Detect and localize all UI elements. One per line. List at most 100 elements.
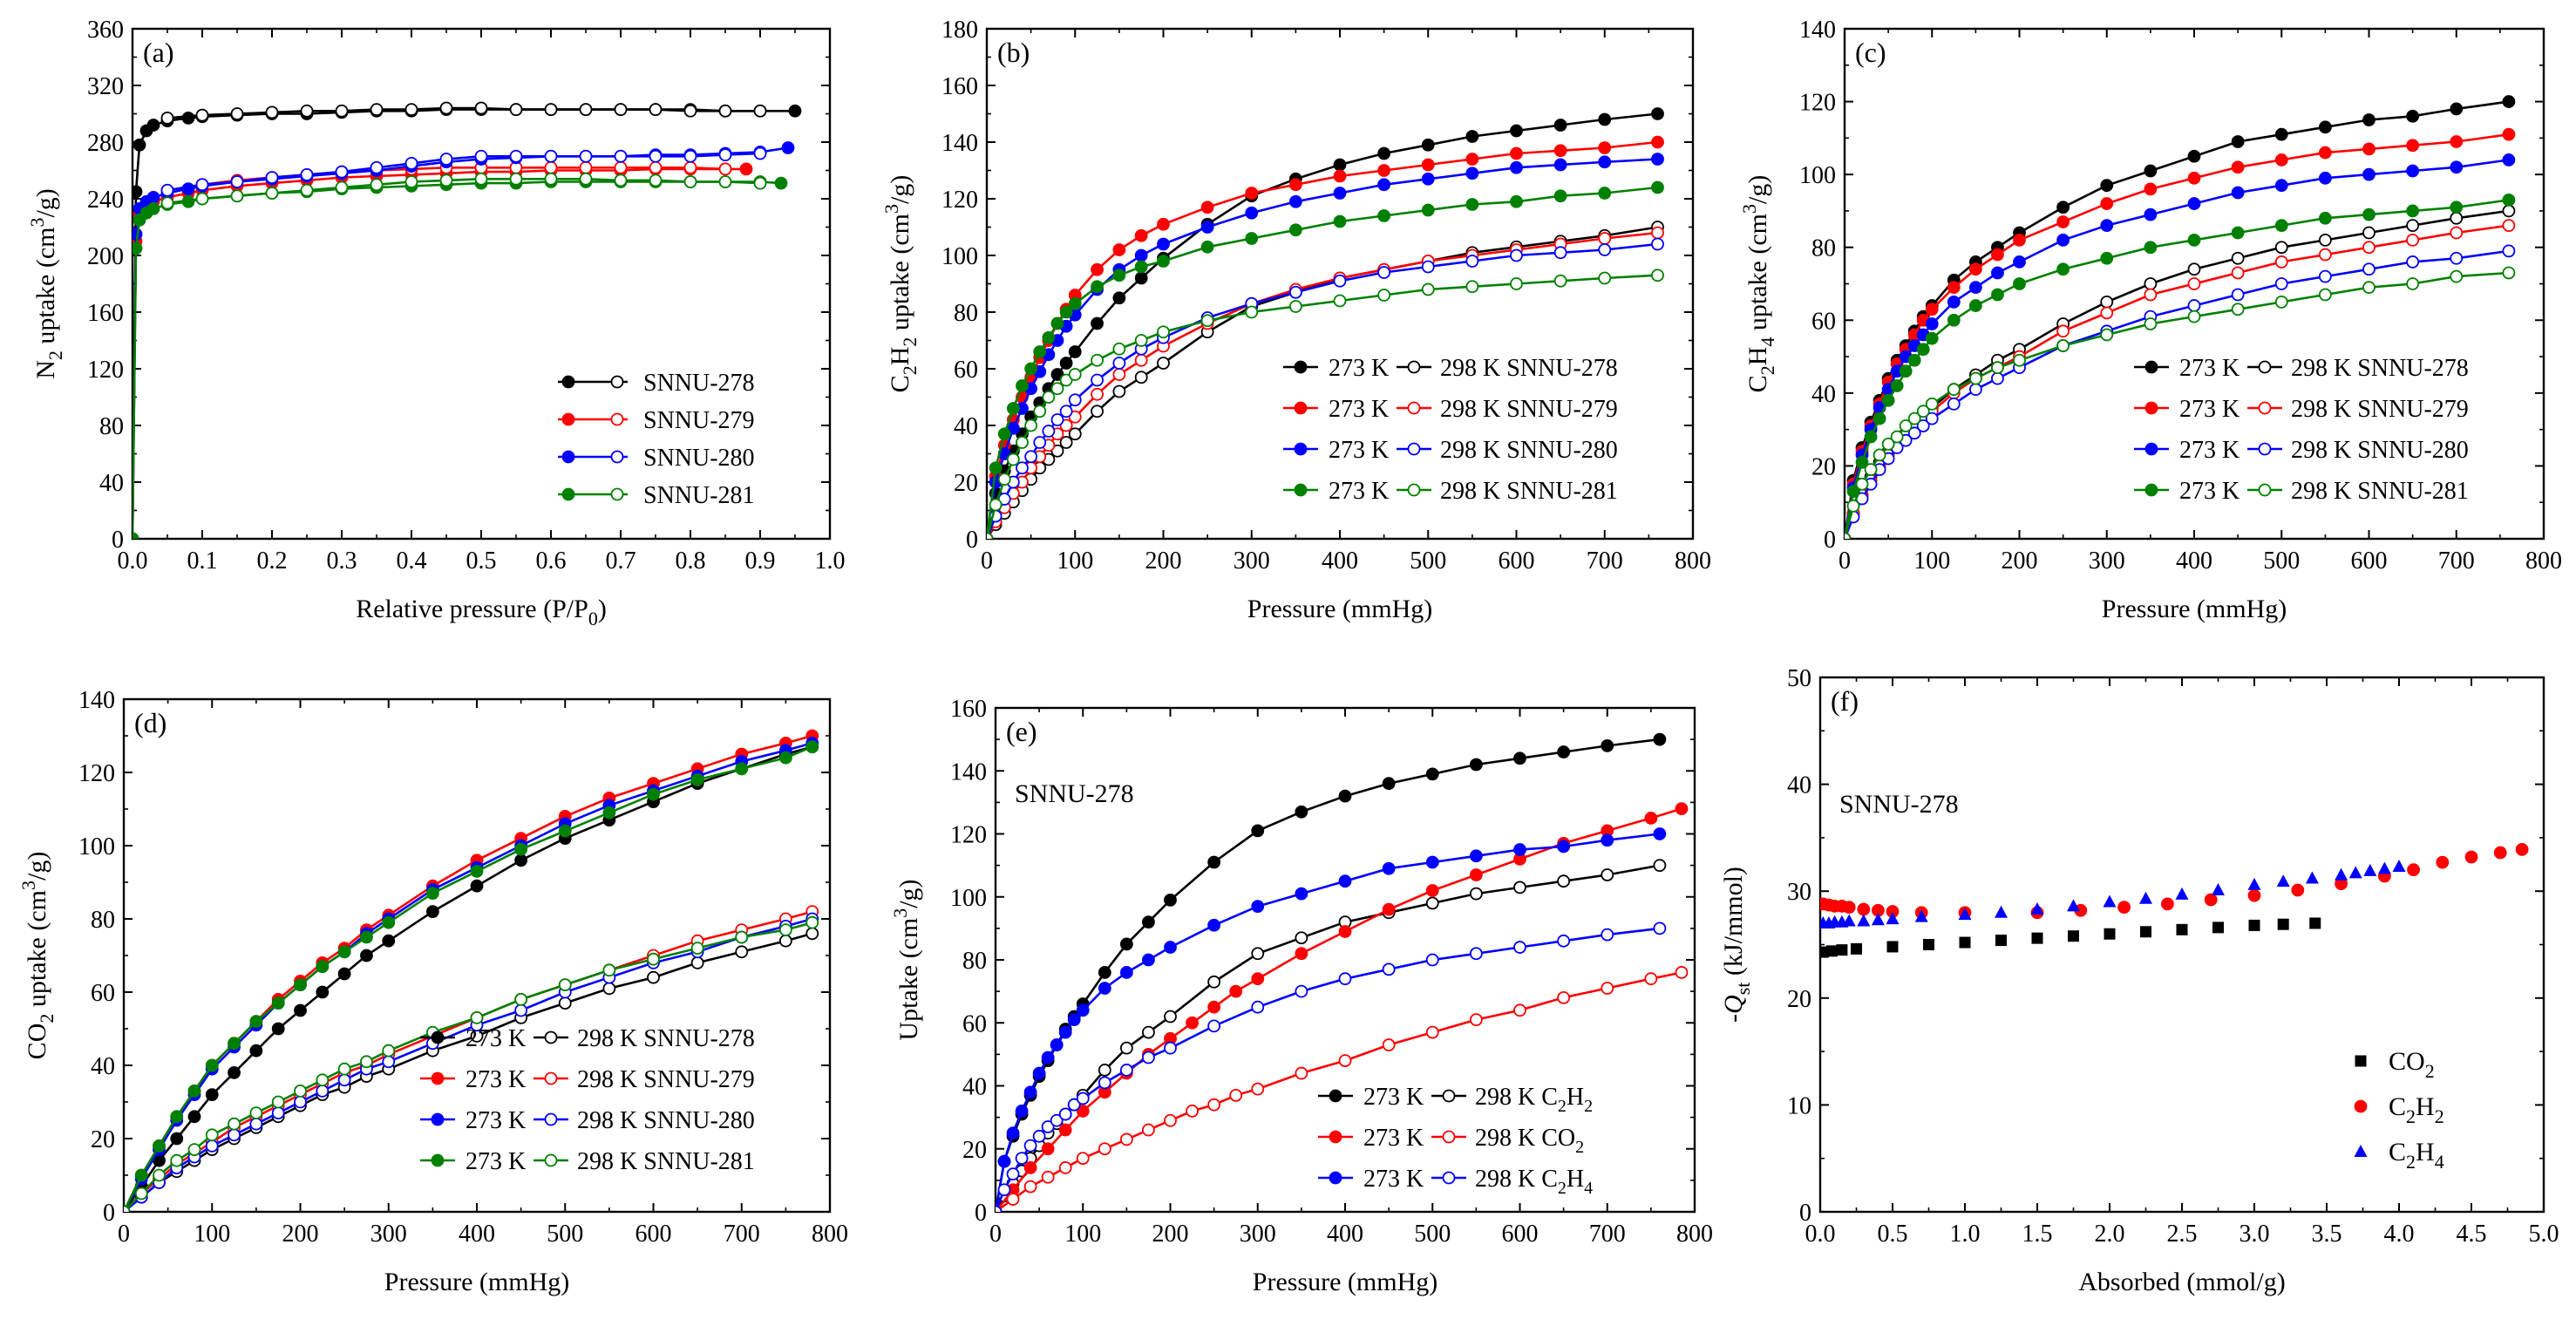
legend-marker-273K — [1294, 360, 1308, 374]
data-point-273K — [1465, 130, 1479, 143]
data-point-adsorption — [146, 119, 160, 132]
data-layer — [1820, 842, 2529, 958]
data-point-298K — [2318, 248, 2332, 262]
data-point-298K — [1186, 1105, 1199, 1118]
x-tick-label: 4.0 — [2384, 1221, 2415, 1248]
data-point-298K — [2144, 317, 2158, 330]
x-tick-label: 200 — [282, 1221, 319, 1248]
data-point-273K — [2231, 226, 2245, 240]
data-point-298K — [1207, 1019, 1221, 1033]
data-point-273K — [1425, 767, 1439, 781]
data-point-298K — [337, 1062, 351, 1076]
data-point-298K — [1050, 382, 1064, 396]
data-point-298K — [228, 1117, 241, 1131]
data-point-qst — [2248, 919, 2260, 931]
x-tick-label: 1.0 — [815, 547, 846, 575]
y-axis-label: Uptake (cm3​/g) — [889, 879, 923, 1040]
data-point-desorption — [718, 175, 732, 188]
x-tick-label: 400 — [1327, 1221, 1363, 1248]
data-point-273K — [1041, 1142, 1055, 1156]
sample-annotation: SNNU-278 — [1015, 779, 1134, 808]
data-point-desorption — [718, 104, 732, 118]
data-point-298K — [1651, 269, 1664, 282]
data-point-273K — [1873, 411, 1886, 425]
y-tick-label: 0 — [1824, 527, 1836, 554]
data-point-273K — [1553, 144, 1567, 158]
legend-marker-298K — [2258, 442, 2272, 456]
data-point-298K — [1024, 418, 1038, 432]
data-point-298K — [2187, 309, 2201, 323]
data-point-298K — [1024, 450, 1038, 464]
y-tick-label: 240 — [87, 187, 124, 214]
legend-marker-298K — [1407, 483, 1421, 497]
y-tick-label: 40 — [91, 1053, 115, 1080]
x-tick-label: 100 — [1064, 1221, 1101, 1248]
legend-marker-298K — [2258, 483, 2272, 497]
data-point-qst — [2515, 842, 2529, 856]
data-point-298K — [2056, 339, 2070, 352]
data-point-qst — [1820, 946, 1829, 958]
legend-marker-open — [610, 487, 624, 501]
data-point-273K — [2502, 127, 2516, 141]
data-point-qst — [1959, 936, 1971, 949]
data-point-273K — [2187, 149, 2201, 163]
data-point-desorption — [649, 160, 663, 174]
data-point-273K — [1425, 884, 1439, 897]
data-point-298K — [735, 945, 749, 959]
data-point-273K — [294, 978, 307, 991]
y-tick-label: 80 — [99, 413, 124, 440]
data-point-qst — [2276, 874, 2290, 888]
data-point-298K — [1873, 448, 1886, 462]
data-point-273K — [382, 934, 396, 948]
data-point-273K — [1968, 299, 1982, 312]
data-point-273K — [558, 824, 572, 838]
data-point-298K — [2274, 255, 2288, 269]
data-point-273K — [1916, 343, 1930, 357]
data-point-273K — [337, 945, 351, 959]
x-tick-label: 0.2 — [257, 547, 288, 575]
data-point-298K — [1033, 405, 1047, 418]
data-point-qst — [2407, 863, 2421, 877]
data-point-273K — [2013, 255, 2026, 269]
data-point-desorption — [439, 173, 453, 187]
x-tick-label: 800 — [1676, 1221, 1713, 1248]
data-point-qst — [2277, 918, 2289, 930]
data-point-273K — [514, 854, 528, 867]
legend-label: SNNU-280 — [643, 445, 755, 472]
data-point-273K — [2056, 201, 2070, 214]
legend: 273 K 298 K SNNU-278 273 K 298 K SNNU-279 27… — [1283, 355, 1618, 505]
data-point-273K — [1112, 243, 1126, 256]
x-tick-label: 300 — [1234, 547, 1270, 575]
data-point-273K — [1288, 178, 1302, 192]
data-point-desorption — [718, 162, 732, 176]
data-point-desorption — [335, 180, 349, 194]
x-tick-label: 200 — [2002, 547, 2038, 575]
data-point-273K — [1651, 135, 1664, 149]
data-point-298K — [1601, 982, 1614, 995]
data-point-desorption — [614, 160, 628, 174]
data-point-273K — [690, 773, 704, 786]
legend-marker-filled — [561, 375, 575, 389]
data-point-298K — [1251, 1000, 1265, 1014]
panel-b: 0 100 200 300 400 500 600 700 800 0 20 40 60 80 100 120… — [880, 17, 1711, 623]
series-line-adsorption — [133, 108, 795, 539]
data-point-desorption — [300, 104, 314, 118]
data-point-273K — [337, 967, 351, 981]
data-point-298K — [1098, 1142, 1111, 1156]
data-point-298K — [1968, 383, 1982, 397]
data-point-273K — [1510, 146, 1523, 160]
data-point-298K — [1068, 393, 1082, 407]
y-tick-label: 100 — [1799, 162, 1836, 189]
y-tick-label: 100 — [950, 885, 987, 912]
data-point-273K — [1207, 918, 1221, 932]
data-point-298K — [1890, 430, 1904, 444]
data-point-273K — [1186, 1016, 1199, 1030]
data-point-adsorption — [133, 138, 146, 152]
data-point-298K — [1091, 373, 1104, 387]
data-point-298K — [294, 1095, 307, 1109]
legend-marker-273K — [1329, 1171, 1342, 1185]
data-point-desorption — [474, 101, 488, 115]
data-point-298K — [2144, 288, 2158, 302]
data-point-298K — [1059, 418, 1073, 432]
legend-label-273K: 273 K — [2179, 437, 2240, 464]
